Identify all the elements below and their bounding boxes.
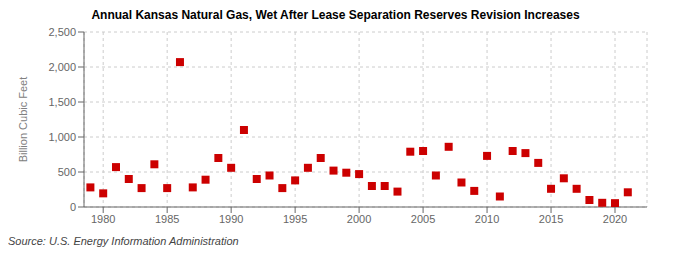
svg-text:1980: 1980 xyxy=(91,213,115,225)
svg-text:2000: 2000 xyxy=(347,213,371,225)
svg-text:1990: 1990 xyxy=(219,213,243,225)
svg-text:2020: 2020 xyxy=(603,213,627,225)
svg-text:1995: 1995 xyxy=(283,213,307,225)
svg-text:1,000: 1,000 xyxy=(48,131,76,143)
svg-text:500: 500 xyxy=(58,166,76,178)
svg-text:2015: 2015 xyxy=(539,213,563,225)
svg-text:Billion Cubic Feet: Billion Cubic Feet xyxy=(17,77,29,163)
html-text:Annual Kansas Natural Gas, Wet: Annual Kansas Natural Gas, Wet After Lea… xyxy=(91,8,580,22)
svg-text:1,500: 1,500 xyxy=(48,96,76,108)
svg-text:2,000: 2,000 xyxy=(48,61,76,73)
svg-text:2010: 2010 xyxy=(475,213,499,225)
svg-text:0: 0 xyxy=(70,201,76,213)
svg-text:2,500: 2,500 xyxy=(48,26,76,38)
html-text:Source: U.S. Energy Informatio: Source: U.S. Energy Information Administ… xyxy=(8,235,239,247)
svg-text:1985: 1985 xyxy=(155,213,179,225)
svg-text:2005: 2005 xyxy=(411,213,435,225)
